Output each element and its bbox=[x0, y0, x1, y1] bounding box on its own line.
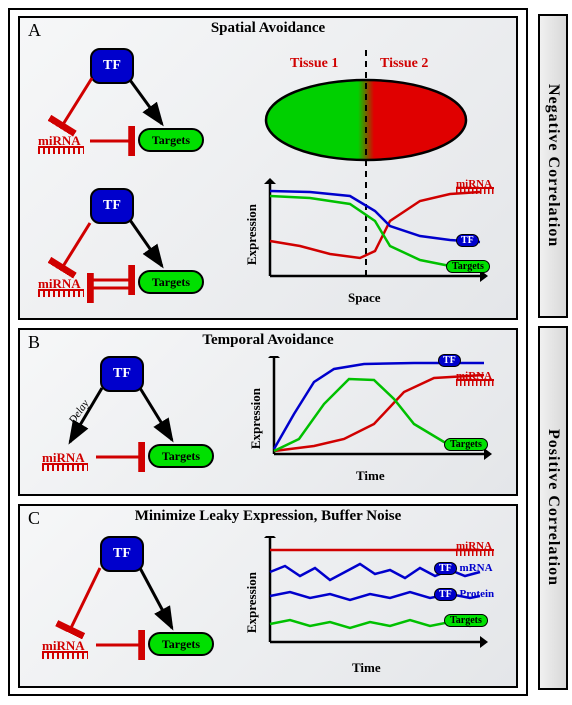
panel-a-ylabel: Expression bbox=[244, 204, 260, 265]
sidebar-positive-label: Positive Correlation bbox=[544, 429, 562, 586]
sidebar-positive: Positive Correlation bbox=[538, 326, 568, 690]
figure-outer: A Spatial Avoidance TF miRNA Targets TF … bbox=[8, 8, 528, 696]
chart-c-legend-mirna: miRNA bbox=[456, 540, 492, 552]
panel-b-ylabel: Expression bbox=[248, 388, 264, 449]
network-c-edges bbox=[20, 506, 240, 686]
chart-b-legend-targets: Targets bbox=[444, 438, 488, 451]
chart-a-legend-mirna: miRNA bbox=[456, 178, 492, 190]
chart-a-legend-tf: TF bbox=[456, 234, 479, 247]
chart-b-legend-mirna: miRNA bbox=[456, 370, 492, 382]
chart-a bbox=[264, 176, 488, 292]
network-a1-edges bbox=[20, 18, 240, 178]
sidebar-negative-label: Negative Correlation bbox=[544, 84, 562, 247]
panel-b: B Temporal Avoidance TF miRNA Targets De… bbox=[18, 328, 518, 496]
panel-c-xlabel: Time bbox=[352, 660, 381, 676]
chart-c-legend-targets: Targets bbox=[444, 614, 488, 627]
panel-a: A Spatial Avoidance TF miRNA Targets TF … bbox=[18, 16, 518, 320]
panel-c: C Minimize Leaky Expression, Buffer Nois… bbox=[18, 504, 518, 688]
sidebar-negative: Negative Correlation bbox=[538, 14, 568, 318]
network-b-edges bbox=[20, 330, 240, 490]
panel-a-xlabel: Space bbox=[348, 290, 381, 306]
network-a2-edges bbox=[20, 158, 240, 318]
panel-c-ylabel: Expression bbox=[244, 572, 260, 633]
chart-c-legend-tf-mrna: TF mRNA bbox=[434, 562, 493, 575]
chart-b-legend-tf: TF bbox=[438, 354, 461, 367]
panel-b-xlabel: Time bbox=[356, 468, 385, 484]
chart-c-legend-tf-protein: TF Protein bbox=[434, 588, 494, 601]
chart-a-legend-targets: Targets bbox=[446, 260, 490, 273]
